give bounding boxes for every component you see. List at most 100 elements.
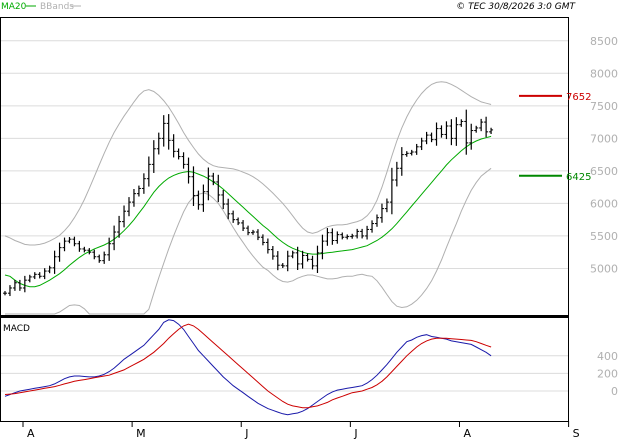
price-bar [122,205,127,228]
price-bar [255,229,260,241]
bband-lower-line [5,167,492,315]
price-bar [161,115,166,147]
price-bar [211,172,216,186]
price-bar [67,237,72,244]
price-bar [300,250,305,269]
price-bar [439,125,444,138]
price-bar [42,268,47,280]
price-bar [404,151,409,157]
ma20-line [4,135,492,288]
price-bar [3,291,7,296]
price-bar [330,228,335,245]
price-bar [315,245,320,274]
price-tick-label: 7000 [590,132,618,145]
price-bar [151,140,156,173]
price-bar [270,246,275,260]
price-bar [201,184,206,212]
price-bar [27,274,32,283]
legend-ma20: MA20 [1,2,27,12]
price-tick-label: 8000 [590,67,618,80]
price-bar [384,198,389,213]
price-bar [231,210,236,223]
price-tick-label: 8500 [590,35,618,48]
price-bar [365,225,370,240]
price-bar [434,122,439,146]
price-bar [12,279,17,291]
price-bar [176,148,181,160]
price-bar [325,228,330,246]
price-bar [32,272,37,280]
price-bar [57,242,62,262]
price-bar [459,119,464,127]
price-bar [454,117,459,146]
price-bar [191,166,196,206]
price-bar [360,228,365,239]
price-bar [141,173,146,194]
price-bar [107,237,112,261]
price-bar [414,143,419,155]
price-bar [77,240,82,252]
macd-tick-label: 200 [597,367,618,380]
price-bar [92,249,97,260]
price-panel [0,17,569,316]
price-bar [429,132,434,143]
price-bar [17,279,22,291]
price-bar [37,272,42,279]
price-bar [221,189,226,210]
bband-upper-line [4,81,492,246]
price-bar [310,255,315,270]
price-bar [181,152,186,169]
price-bar [87,248,92,255]
price-tick-label: 5500 [590,230,618,243]
price-bar [489,127,494,134]
price-bar [156,132,161,155]
x-tick-label: S [573,427,580,440]
price-tick-label: 7500 [590,100,618,113]
price-bar [72,236,77,247]
price-bar [166,114,171,150]
price-bar [131,188,136,207]
price-bar [355,228,360,239]
price-bar [62,237,67,252]
x-tick-label: A [27,427,35,440]
price-bar [379,203,384,223]
price-bar [7,285,12,297]
price-bar [444,121,449,140]
price-tick-label: 5000 [590,262,618,275]
legend-bbands: BBands [40,2,74,12]
price-bar [196,190,201,210]
price-bar [275,251,280,271]
price-bar [424,131,429,145]
price-bar [479,118,484,132]
price-bar [290,250,295,259]
x-tick-label: A [463,427,471,440]
price-bar [464,109,469,155]
price-bar [206,167,211,201]
price-bar [285,250,290,272]
price-bar [171,134,176,158]
copyright-text: © TEC 30/8/2026 3:0 GMT [456,2,576,12]
price-bar [186,157,191,184]
price-bar [260,234,265,246]
price-bar [340,232,345,240]
price-tick-label: 6000 [590,197,618,210]
x-tick-label: J [353,427,357,440]
price-bar [127,197,131,217]
price-bar [399,147,404,176]
macd-tick-label: 400 [597,350,618,363]
price-bar [102,251,107,264]
price-bar [320,234,325,260]
price-bar [419,137,424,151]
price-bar [246,225,251,236]
price-bar [97,254,102,263]
price-bar [370,220,375,233]
macd-tick-label: 0 [611,385,618,398]
price-bar [449,119,454,146]
price-bar [22,275,27,293]
price-bar [241,220,246,231]
signal-line [4,323,492,409]
price-bar [112,225,117,251]
price-bar [389,167,394,215]
x-tick-label: M [136,427,146,440]
